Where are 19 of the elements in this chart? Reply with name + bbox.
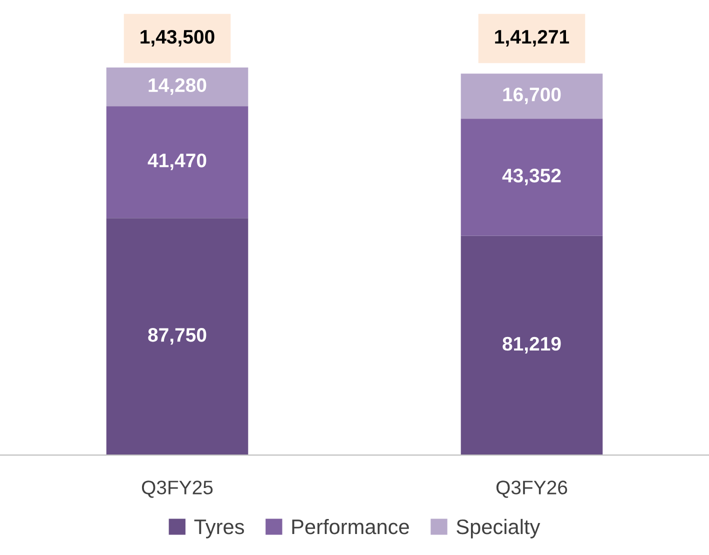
x-tick-label: Q3FY26 [496, 480, 568, 498]
data-label: 14,280 [148, 78, 206, 95]
legend-label: Tyres [194, 520, 244, 538]
bar [460, 236, 603, 456]
bar [106, 218, 248, 456]
legend-label: Performance [292, 518, 409, 534]
data-label: 43,352 [502, 168, 561, 186]
bar [460, 74, 603, 119]
data-label: 41,470 [148, 154, 206, 170]
bar [106, 106, 248, 218]
data-label: 87,750 [148, 328, 206, 345]
data-label: 16,700 [503, 88, 561, 104]
total-label: 1,43,500 [140, 30, 214, 47]
legend-label: Specialty [456, 518, 540, 538]
data-label: 81,219 [502, 336, 561, 354]
total-label: 1,41,271 [495, 30, 570, 47]
bar [106, 68, 248, 106]
x-tick-label: Q3FY25 [142, 480, 213, 498]
bar [460, 118, 603, 236]
